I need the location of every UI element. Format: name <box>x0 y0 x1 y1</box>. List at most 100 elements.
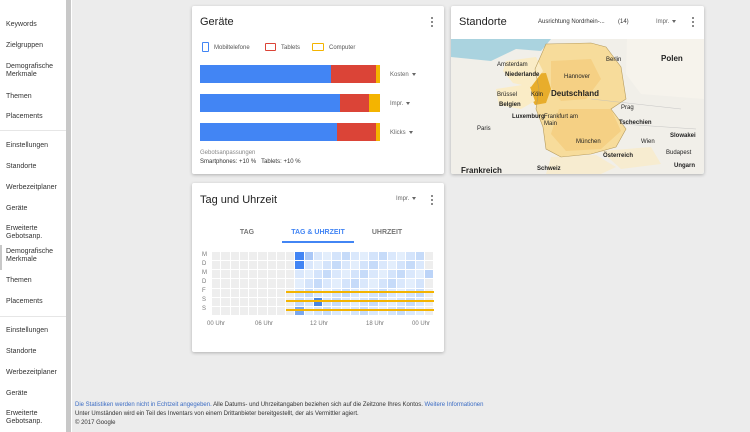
heatmap-cell[interactable] <box>360 270 369 279</box>
sidebar-item-themen-2[interactable]: Themen <box>6 277 32 284</box>
more-info-link[interactable]: Weitere Informationen <box>424 402 484 408</box>
heatmap-cell[interactable] <box>258 252 267 261</box>
heatmap-cell[interactable] <box>424 306 433 315</box>
heatmap-cell[interactable] <box>249 261 258 270</box>
heatmap-cell[interactable] <box>286 288 295 297</box>
heatmap-cell[interactable] <box>387 297 396 306</box>
heatmap-grid[interactable] <box>212 252 434 316</box>
daytime-metric-dropdown[interactable]: Impr. <box>396 196 417 202</box>
heatmap-cell[interactable] <box>387 252 396 261</box>
heatmap-cell[interactable] <box>249 279 258 288</box>
heatmap-cell[interactable] <box>341 261 350 270</box>
heatmap-cell[interactable] <box>378 270 387 279</box>
heatmap-cell[interactable] <box>341 270 350 279</box>
heatmap-cell[interactable] <box>258 261 267 270</box>
heatmap-cell[interactable] <box>221 306 230 315</box>
sidebar-item-erweiterte-gebotsanp-2[interactable]: Erweiterte Gebotsanp. <box>6 410 43 425</box>
heatmap-cell[interactable] <box>304 306 313 315</box>
realtime-stats-link[interactable]: Die Statistiken werden nicht in Echtzeit… <box>75 402 212 408</box>
heatmap-cell[interactable] <box>276 252 285 261</box>
heatmap-cell[interactable] <box>350 306 359 315</box>
heatmap-cell[interactable] <box>369 306 378 315</box>
heatmap-cell[interactable] <box>350 279 359 288</box>
heatmap-cell[interactable] <box>360 261 369 270</box>
sidebar-item-geraete[interactable]: Geräte <box>6 205 28 212</box>
heatmap-cell[interactable] <box>276 297 285 306</box>
heatmap-cell[interactable] <box>249 297 258 306</box>
heatmap-cell[interactable] <box>230 279 239 288</box>
heatmap-cell[interactable] <box>239 297 248 306</box>
heatmap-cell[interactable] <box>397 288 406 297</box>
heatmap-cell[interactable] <box>267 279 276 288</box>
heatmap-cell[interactable] <box>313 270 322 279</box>
heatmap-cell[interactable] <box>258 279 267 288</box>
heatmap-cell[interactable] <box>332 270 341 279</box>
sidebar-scrollbar[interactable] <box>66 0 71 432</box>
sidebar-item-demografische-merkmale-2[interactable]: Demografische Merkmale <box>6 248 54 263</box>
heatmap-cell[interactable] <box>212 279 221 288</box>
heatmap-cell[interactable] <box>323 306 332 315</box>
heatmap-cell[interactable] <box>239 252 248 261</box>
devices-menu-icon[interactable] <box>428 16 436 28</box>
heatmap-cell[interactable] <box>313 261 322 270</box>
heatmap-cell[interactable] <box>304 252 313 261</box>
heatmap-cell[interactable] <box>249 306 258 315</box>
heatmap-cell[interactable] <box>313 252 322 261</box>
heatmap-cell[interactable] <box>267 288 276 297</box>
heatmap-cell[interactable] <box>286 279 295 288</box>
metric-dropdown-kosten[interactable]: Kosten <box>390 72 416 78</box>
heatmap-cell[interactable] <box>230 270 239 279</box>
heatmap-cell[interactable] <box>397 252 406 261</box>
heatmap-cell[interactable] <box>304 270 313 279</box>
heatmap-cell[interactable] <box>424 270 433 279</box>
heatmap-cell[interactable] <box>267 261 276 270</box>
heatmap-cell[interactable] <box>341 279 350 288</box>
heatmap-cell[interactable] <box>341 297 350 306</box>
sidebar-item-geraete-2[interactable]: Geräte <box>6 390 28 397</box>
heatmap-cell[interactable] <box>212 261 221 270</box>
sidebar-item-erweiterte-gebotsanp[interactable]: Erweiterte Gebotsanp. <box>6 225 43 240</box>
heatmap-cell[interactable] <box>212 297 221 306</box>
heatmap-cell[interactable] <box>286 306 295 315</box>
heatmap-cell[interactable] <box>212 306 221 315</box>
heatmap-cell[interactable] <box>387 279 396 288</box>
heatmap-cell[interactable] <box>295 252 304 261</box>
sidebar-item-keywords[interactable]: Keywords <box>6 21 37 28</box>
heatmap-cell[interactable] <box>230 288 239 297</box>
heatmap-cell[interactable] <box>267 270 276 279</box>
heatmap-cell[interactable] <box>415 252 424 261</box>
sidebar-item-placements-2[interactable]: Placements <box>6 298 43 305</box>
heatmap-cell[interactable] <box>295 288 304 297</box>
heatmap-cell[interactable] <box>406 252 415 261</box>
heatmap-cell[interactable] <box>360 279 369 288</box>
heatmap-cell[interactable] <box>276 288 285 297</box>
heatmap-cell[interactable] <box>332 252 341 261</box>
heatmap-cell[interactable] <box>230 261 239 270</box>
heatmap-cell[interactable] <box>295 270 304 279</box>
heatmap-cell[interactable] <box>313 288 322 297</box>
heatmap-cell[interactable] <box>323 297 332 306</box>
heatmap-cell[interactable] <box>360 288 369 297</box>
metric-dropdown-klicks[interactable]: Klicks <box>390 130 413 136</box>
heatmap-cell[interactable] <box>258 270 267 279</box>
heatmap-cell[interactable] <box>387 261 396 270</box>
daytime-menu-icon[interactable] <box>428 194 436 206</box>
heatmap-cell[interactable] <box>369 279 378 288</box>
metric-dropdown-impr[interactable]: Impr. <box>390 101 411 107</box>
heatmap-cell[interactable] <box>267 297 276 306</box>
heatmap-cell[interactable] <box>313 297 322 306</box>
heatmap-cell[interactable] <box>221 297 230 306</box>
heatmap-cell[interactable] <box>415 279 424 288</box>
heatmap-cell[interactable] <box>286 297 295 306</box>
heatmap-cell[interactable] <box>313 279 322 288</box>
heatmap-cell[interactable] <box>406 297 415 306</box>
heatmap-cell[interactable] <box>424 288 433 297</box>
heatmap-cell[interactable] <box>387 288 396 297</box>
heatmap-cell[interactable] <box>304 279 313 288</box>
heatmap-cell[interactable] <box>397 279 406 288</box>
heatmap-cell[interactable] <box>304 288 313 297</box>
heatmap-cell[interactable] <box>249 252 258 261</box>
heatmap-cell[interactable] <box>267 306 276 315</box>
heatmap-cell[interactable] <box>415 261 424 270</box>
heatmap-cell[interactable] <box>341 306 350 315</box>
